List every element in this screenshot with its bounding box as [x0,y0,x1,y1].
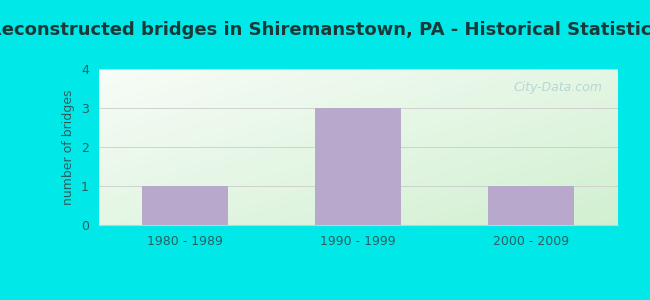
Bar [488,186,574,225]
Text: Reconstructed bridges in Shiremanstown, PA - Historical Statistics: Reconstructed bridges in Shiremanstown, … [0,21,650,39]
Bar [142,186,228,225]
Bar [315,108,401,225]
Y-axis label: number of bridges: number of bridges [62,89,75,205]
Text: City-Data.com: City-Data.com [513,81,602,94]
